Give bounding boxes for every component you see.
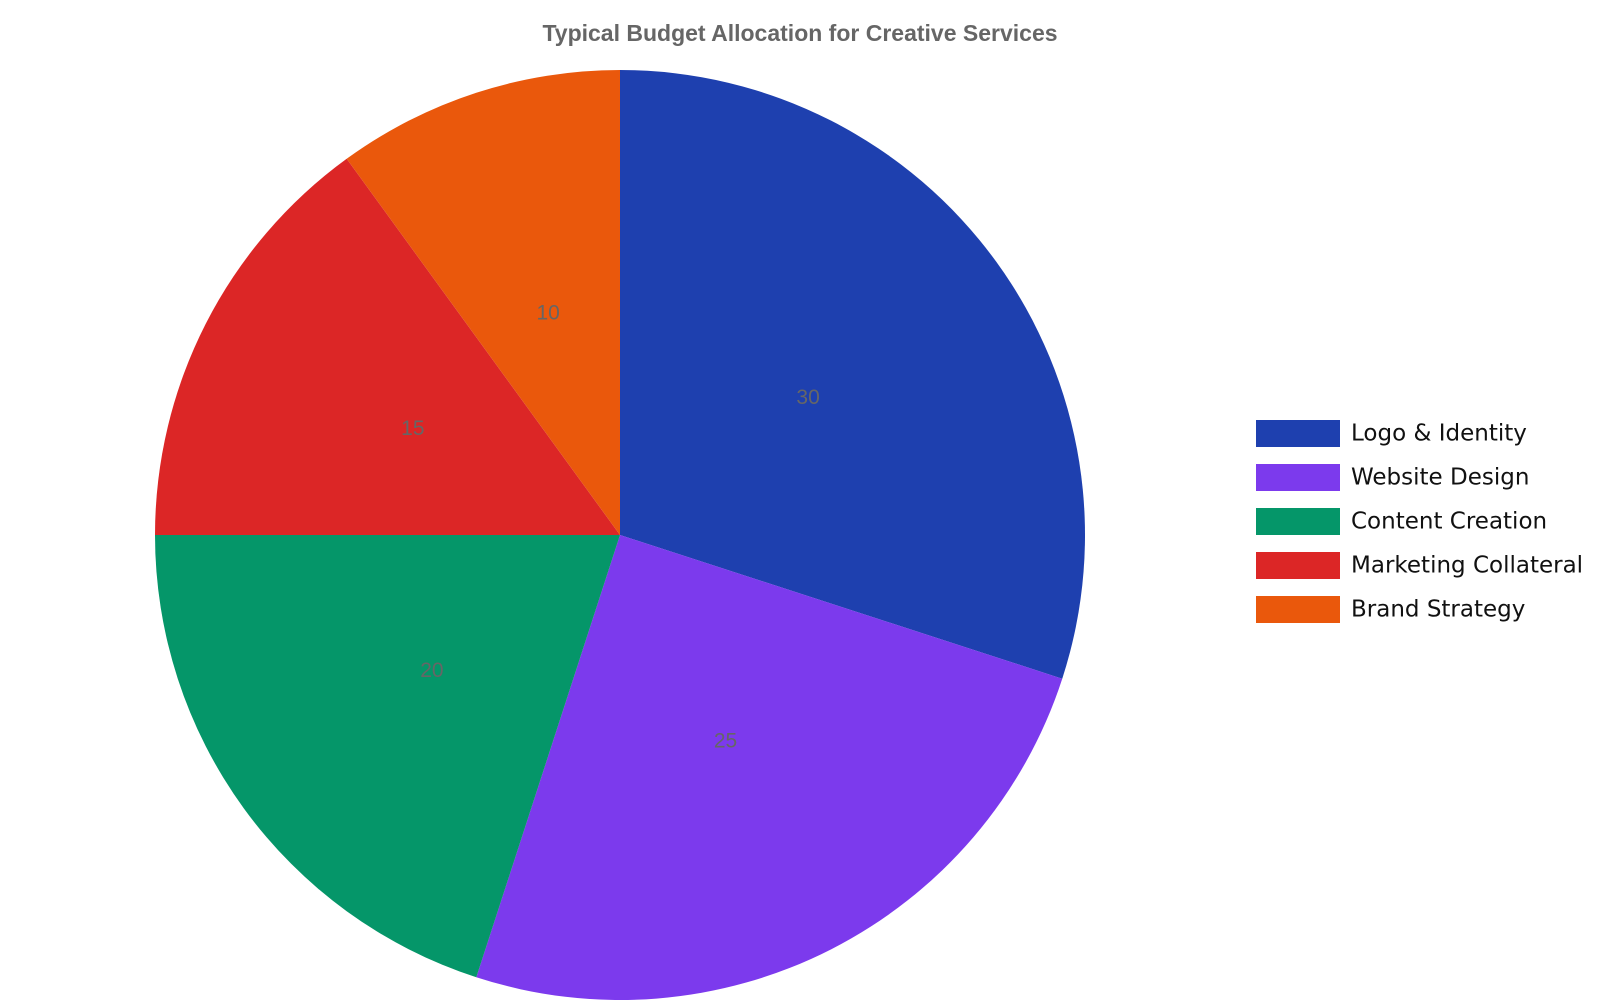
pie-slice: [620, 70, 1085, 679]
slice-label: 20: [420, 659, 443, 682]
legend-swatch: [1256, 596, 1340, 623]
pie-slice: [155, 535, 620, 978]
legend-label: Logo & Identity: [1351, 421, 1527, 447]
legend-label: Marketing Collateral: [1351, 553, 1583, 579]
legend-swatch: [1256, 420, 1340, 447]
slice-label: 25: [714, 730, 737, 753]
legend-label: Website Design: [1351, 465, 1529, 491]
legend-swatch: [1256, 464, 1340, 491]
slice-label: 30: [796, 386, 819, 409]
legend-swatch: [1256, 508, 1340, 535]
pie-slice: [346, 70, 620, 535]
legend-label: Brand Strategy: [1351, 597, 1525, 623]
pie-slice: [476, 535, 1063, 1000]
chart-title: Typical Budget Allocation for Creative S…: [542, 20, 1057, 46]
slice-label: 10: [536, 301, 559, 324]
legend-swatch: [1256, 552, 1340, 579]
legend-label: Content Creation: [1351, 509, 1547, 535]
slice-label: 15: [401, 417, 424, 440]
pie-slice: [155, 158, 620, 535]
